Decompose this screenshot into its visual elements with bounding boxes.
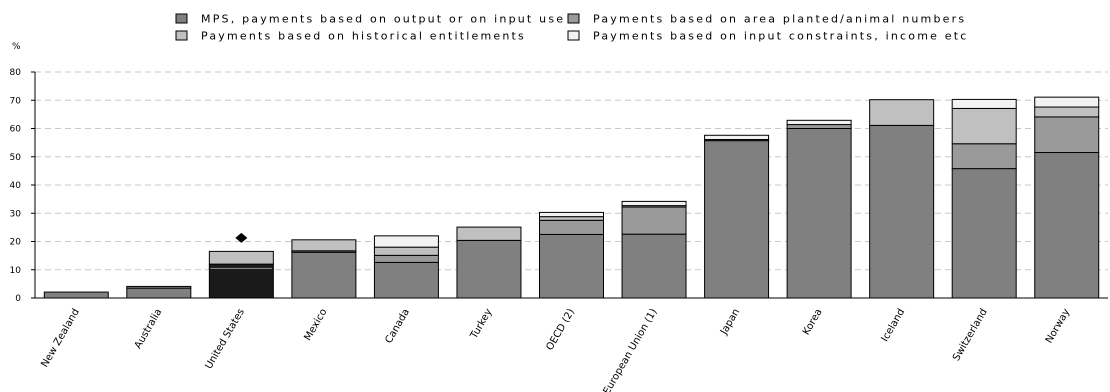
x-label-canada: Canada xyxy=(383,307,412,345)
y-tick-label: 80 xyxy=(10,68,22,78)
y-tick-label: 50 xyxy=(10,153,22,163)
legend-label-2: Payments based on area planted/animal nu… xyxy=(593,13,966,26)
y-tick-label: 0 xyxy=(15,294,21,304)
y-tick-label: 10 xyxy=(10,266,22,276)
x-axis-labels: New Zealand Australia United States Mexico C… xyxy=(39,307,1072,392)
bar-norway-series-3 xyxy=(1034,106,1100,118)
bar-norway-series-1 xyxy=(1034,152,1100,299)
y-tick-label: 30 xyxy=(10,209,22,219)
bar-switzerland-series-2 xyxy=(951,143,1017,170)
bar-united-states-series-1 xyxy=(208,267,274,299)
y-axis-unit-label: % xyxy=(12,42,21,52)
y-tick-label: 40 xyxy=(10,181,22,191)
bar-iceland-series-3 xyxy=(869,99,935,126)
legend-label-4: Payments based on input constraints, inc… xyxy=(593,30,969,43)
x-label-switzerland: Switzerland xyxy=(951,307,990,363)
legend-label-1: MPS, payments based on output or on inpu… xyxy=(201,13,565,26)
x-label-oecd-2: OECD (2) xyxy=(544,307,577,353)
bar-european-union-1-series-4 xyxy=(621,200,687,207)
axes xyxy=(34,72,1108,299)
bar-norway-series-2 xyxy=(1034,116,1100,154)
y-axis-ticks: 0 10 20 30 40 50 60 70 80 xyxy=(10,68,35,304)
bar-mexico-series-3 xyxy=(291,239,357,252)
bar-new-zealand-series-1 xyxy=(43,291,109,299)
legend-swatch-3 xyxy=(175,30,188,41)
bar-united-states-series-3 xyxy=(208,250,274,265)
bar-european-union-1-series-1 xyxy=(621,233,687,299)
x-label-mexico: Mexico xyxy=(302,307,329,343)
x-label-united-states: United States xyxy=(204,307,247,371)
bar-japan-series-1 xyxy=(704,140,770,299)
bars xyxy=(43,96,1100,299)
bar-australia-series-2 xyxy=(126,285,192,289)
x-label-new-zealand: New Zealand xyxy=(39,307,81,369)
bar-korea-series-1 xyxy=(786,128,852,299)
bar-switzerland-series-3 xyxy=(951,107,1017,145)
y-tick-label: 60 xyxy=(10,125,22,135)
bar-iceland-series-1 xyxy=(869,124,935,299)
bar-oecd-2-series-2 xyxy=(539,219,604,235)
bar-mexico-series-1 xyxy=(291,251,357,299)
x-label-european-union-1: European Union (1) xyxy=(602,307,660,392)
marker-diamond-united-states xyxy=(235,232,248,243)
bar-united-states-series-2 xyxy=(208,263,274,269)
y-tick-label: 70 xyxy=(10,96,22,106)
x-label-turkey: Turkey xyxy=(468,307,494,342)
bar-european-union-1-series-2 xyxy=(621,206,687,235)
bar-norway-series-4 xyxy=(1034,96,1100,108)
bar-canada-series-4 xyxy=(373,235,439,248)
x-label-australia: Australia xyxy=(133,307,165,351)
bar-turkey-series-1 xyxy=(456,239,522,299)
bar-turkey-series-3 xyxy=(456,226,522,241)
bar-oecd-2-series-1 xyxy=(539,233,604,299)
markers xyxy=(235,232,248,243)
legend-swatch-2 xyxy=(567,13,580,24)
x-label-norway: Norway xyxy=(1044,307,1073,345)
bar-korea-series-4 xyxy=(786,119,852,126)
bar-japan-series-4 xyxy=(704,134,770,141)
x-label-japan: Japan xyxy=(718,307,742,338)
bar-oecd-2-series-3 xyxy=(539,216,604,221)
legend-swatch-1 xyxy=(175,13,188,24)
bar-australia-series-1 xyxy=(126,287,192,299)
bar-canada-series-1 xyxy=(373,261,439,299)
y-tick-label: 20 xyxy=(10,238,22,248)
bar-switzerland-series-1 xyxy=(951,168,1017,299)
legend-label-3: Payments based on historical entitlement… xyxy=(201,30,526,43)
bar-switzerland-series-4 xyxy=(951,98,1017,109)
bar-korea-series-2 xyxy=(786,124,852,129)
bar-oecd-2-series-4 xyxy=(539,211,604,218)
legend-swatch-4 xyxy=(567,30,580,41)
x-label-iceland: Iceland xyxy=(880,307,908,344)
bar-canada-series-3 xyxy=(373,246,439,256)
legend: MPS, payments based on output or on inpu… xyxy=(175,13,969,43)
bar-canada-series-2 xyxy=(373,254,439,263)
x-label-korea: Korea xyxy=(801,307,825,337)
